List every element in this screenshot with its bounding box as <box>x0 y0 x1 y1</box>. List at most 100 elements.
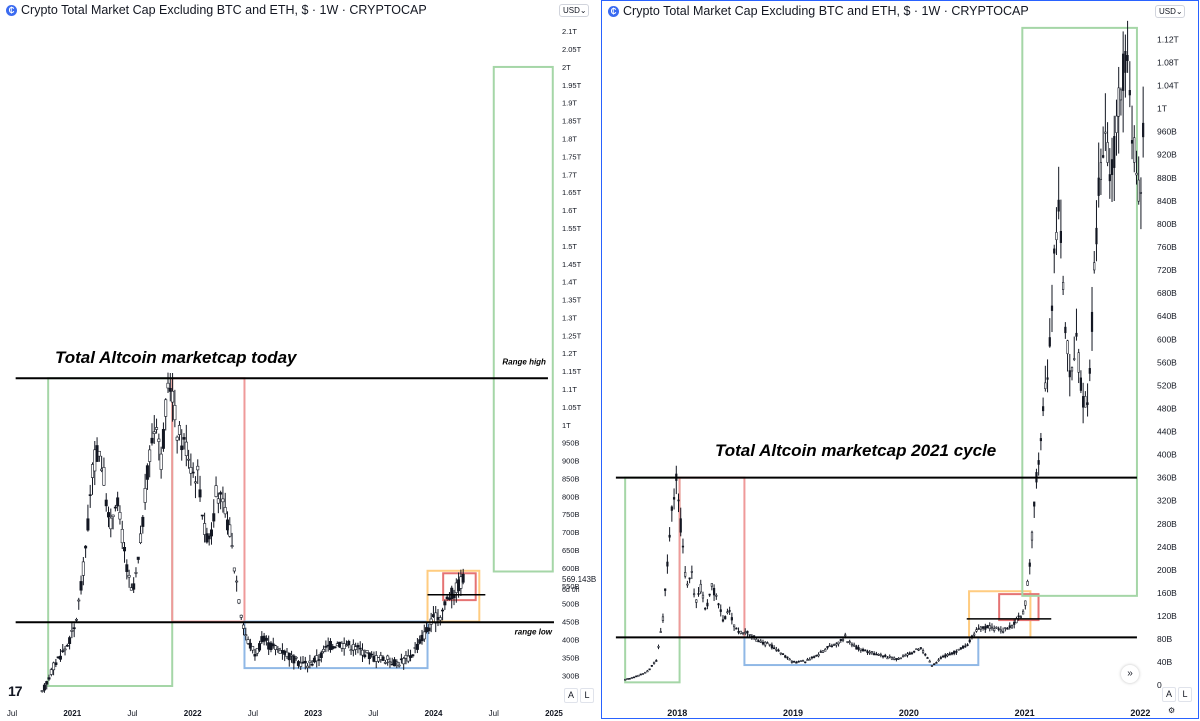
candle-body <box>212 513 216 522</box>
y-axis-tick-label: 1.9T <box>562 99 577 108</box>
candle-body <box>893 657 896 660</box>
candle-body <box>1068 370 1071 378</box>
candle-body <box>422 631 426 640</box>
candle-body <box>861 648 865 652</box>
candle-body <box>961 645 965 649</box>
candle-body <box>347 641 351 646</box>
auto-scale-button[interactable]: A <box>564 688 578 703</box>
candle-body <box>797 661 800 663</box>
candle-body <box>897 658 900 660</box>
candle-body <box>1019 616 1022 618</box>
y-axis-tick-label: 0 <box>1157 680 1162 690</box>
y-axis-tick-label: 520B <box>1157 380 1177 390</box>
candle-body <box>699 583 702 593</box>
currency-label: USD <box>563 6 580 15</box>
candle-body <box>86 518 90 531</box>
candle-body <box>717 603 720 606</box>
candle-body <box>134 572 138 574</box>
candle-body <box>196 465 200 471</box>
y-axis-tick-label: 920B <box>1157 150 1177 160</box>
candle-body <box>901 655 905 658</box>
cryptocap-logo-icon: ₵ <box>608 5 619 17</box>
candle-body <box>864 649 867 652</box>
y-axis-tick-label: 680B <box>1157 288 1177 298</box>
y-axis-tick-label: 1.05T <box>562 403 582 412</box>
y-axis-tick-label: 640B <box>1157 311 1177 321</box>
candle-body <box>1110 159 1114 175</box>
candle-body <box>1090 311 1094 332</box>
candle-body <box>239 614 243 618</box>
y-axis-tick-label: 720B <box>1157 265 1177 275</box>
candle-body <box>303 660 307 664</box>
x-axis-tick-label: 2021 <box>63 709 81 718</box>
candle-body <box>77 599 81 602</box>
chart-canvas-left[interactable]: Range high range low Total Altcoin marketc… <box>0 0 600 721</box>
y-axis-tick-label: 950B <box>562 439 580 448</box>
candle-body <box>88 494 92 496</box>
candle-body <box>666 561 669 567</box>
auto-scale-button[interactable]: A <box>1162 687 1176 702</box>
y-axis-tick-label: 600B <box>562 564 580 573</box>
candle-body <box>319 652 323 658</box>
candle-body <box>461 573 465 583</box>
candle-body <box>58 655 62 660</box>
candle-body <box>955 650 958 653</box>
candle-body <box>768 643 771 646</box>
log-scale-button[interactable]: L <box>580 688 594 703</box>
candle-body <box>97 450 101 457</box>
candle-body <box>145 465 149 480</box>
highlight-box <box>171 377 246 623</box>
candle-body <box>1102 155 1105 158</box>
candle-body <box>906 653 909 656</box>
candle-body <box>276 647 280 650</box>
y-axis-tick-label: 480B <box>1157 403 1177 413</box>
candle-body <box>1024 600 1027 606</box>
highlight-box <box>47 377 174 687</box>
candle-body <box>761 641 765 645</box>
candle-body <box>1142 122 1145 138</box>
candle-body <box>221 498 225 503</box>
currency-selector[interactable]: USD ⌄ <box>1155 5 1185 18</box>
candle-body <box>690 571 693 573</box>
candle-body <box>104 499 108 507</box>
candle-body <box>886 657 889 660</box>
y-axis-tick-label: 960B <box>1157 127 1177 137</box>
candle-body <box>207 535 211 540</box>
y-axis-tick-label: 550B <box>562 582 580 591</box>
candle-body <box>928 660 931 663</box>
scroll-to-realtime-button[interactable]: » <box>1121 665 1139 683</box>
candle-body <box>1119 89 1123 101</box>
candle-body <box>639 673 642 676</box>
currency-selector[interactable]: USD ⌄ <box>559 4 589 17</box>
candle-body <box>354 646 358 650</box>
y-axis-tick-label: 40B <box>1157 657 1172 667</box>
candle-body <box>708 593 711 596</box>
candle-body <box>995 626 998 629</box>
chart-canvas-right[interactable]: Total Altcoin marketcap 2021 cycle 1.12T 1… <box>602 1 1200 720</box>
candle-body <box>1042 406 1045 412</box>
x-axis-tick-label: 2025 <box>545 709 563 718</box>
candle-body <box>157 438 161 442</box>
x-axis-tick-label: 2018 <box>667 708 687 718</box>
candle-body <box>788 658 791 661</box>
candle-body <box>223 507 227 515</box>
y-axis-tick-label: 1.5T <box>562 242 577 251</box>
log-scale-button[interactable]: L <box>1178 687 1192 702</box>
settings-gear-icon[interactable]: ⚙ <box>1168 706 1176 715</box>
candle-body <box>242 624 246 629</box>
y-axis-tick-label: 1.45T <box>562 260 582 269</box>
candle-body <box>821 650 825 653</box>
candle-body <box>835 643 838 646</box>
candle-body <box>214 485 218 497</box>
candle-body <box>253 654 257 657</box>
chart-panel-right[interactable]: ₵ Crypto Total Market Cap Excluding BTC … <box>601 0 1199 719</box>
candle-body <box>953 650 956 654</box>
candle-body <box>913 650 916 653</box>
chart-panel-left[interactable]: ₵ Crypto Total Market Cap Excluding BTC … <box>0 0 600 721</box>
candle-body <box>443 601 447 606</box>
annotation-title: Total Altcoin marketcap today <box>55 348 298 367</box>
candle-body <box>828 645 831 647</box>
candle-body <box>793 661 796 663</box>
